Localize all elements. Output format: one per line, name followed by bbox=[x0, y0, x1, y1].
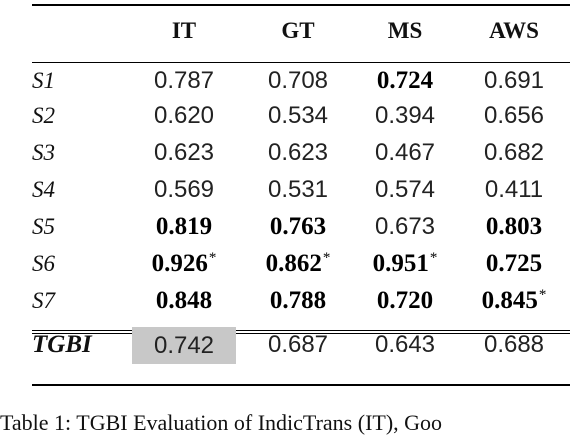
cell-value: 0.673 bbox=[374, 212, 436, 240]
significance-marker: * bbox=[208, 249, 217, 266]
cell-value: 0.620 bbox=[153, 101, 215, 129]
row-label: S2 bbox=[32, 102, 55, 128]
cell-value: 0.725 bbox=[485, 249, 543, 277]
cell-value: 0.951 bbox=[372, 249, 429, 277]
tgbi-cell-aws: 0.688 bbox=[483, 331, 545, 358]
cell-value: 0.394 bbox=[374, 101, 436, 129]
cell-value: 0.848 bbox=[155, 286, 213, 314]
table-row: S5 0.819 0.763 0.673 0.803 bbox=[32, 208, 570, 245]
header-row: IT GT MS AWS bbox=[32, 0, 570, 60]
cell-value: 0.574 bbox=[374, 175, 436, 203]
table-row: S3 0.623 0.623 0.467 0.682 bbox=[32, 134, 570, 171]
row-label: S1 bbox=[32, 67, 55, 93]
cell-aws: 0.682 bbox=[458, 134, 570, 171]
cell-gt: 0.708 bbox=[244, 60, 352, 97]
row-label: S4 bbox=[32, 176, 55, 202]
tgbi-label: TGBI bbox=[32, 331, 92, 358]
row-label: S3 bbox=[32, 139, 55, 165]
cell-value: 0.862 bbox=[265, 249, 322, 277]
cell-value: 0.803 bbox=[485, 212, 543, 240]
cell-value: 0.763 bbox=[269, 212, 327, 240]
cell-value: 0.534 bbox=[267, 101, 329, 129]
cell-gt: 0.788 bbox=[244, 282, 352, 319]
cell-value: 0.623 bbox=[153, 138, 215, 166]
cell-value: 0.788 bbox=[269, 286, 327, 314]
cell-value: 0.682 bbox=[483, 138, 545, 166]
cell-ms: 0.467 bbox=[352, 134, 458, 171]
header-cell-aws: AWS bbox=[489, 18, 539, 43]
cell-aws: 0.656 bbox=[458, 97, 570, 134]
cell-aws: 0.803 bbox=[458, 208, 570, 245]
cell-gt: 0.534 bbox=[244, 97, 352, 134]
cell-value: 0.411 bbox=[484, 175, 544, 203]
header-rule bbox=[32, 62, 570, 63]
table-row: S4 0.569 0.531 0.574 0.411 bbox=[32, 171, 570, 208]
highlighted-value: 0.742 bbox=[131, 326, 237, 364]
cell-value: 0.623 bbox=[267, 138, 329, 166]
cell-value: 0.787 bbox=[153, 66, 215, 94]
final-row-top-rule bbox=[32, 330, 570, 331]
header-cell-empty bbox=[32, 0, 124, 60]
cell-value: 0.569 bbox=[153, 175, 215, 203]
significance-marker: * bbox=[429, 249, 438, 266]
cell-aws: 0.845* bbox=[458, 282, 570, 319]
cell-ms: 0.394 bbox=[352, 97, 458, 134]
cell-it: 0.926* bbox=[124, 245, 244, 282]
cell-ms: 0.724 bbox=[352, 60, 458, 97]
tgbi-row: TGBI 0.742 0.687 0.643 0.688 bbox=[32, 319, 570, 371]
cell-value: 0.531 bbox=[267, 175, 329, 203]
cell-ms: 0.574 bbox=[352, 171, 458, 208]
cell-value: 0.926 bbox=[151, 249, 208, 277]
cell-value: 0.708 bbox=[267, 66, 329, 94]
row-label: S7 bbox=[32, 287, 55, 313]
cell-it: 0.569 bbox=[124, 171, 244, 208]
cell-value: 0.720 bbox=[376, 286, 434, 314]
bottom-rule bbox=[32, 384, 570, 386]
header-cell-it: IT bbox=[171, 18, 197, 43]
cell-it: 0.620 bbox=[124, 97, 244, 134]
significance-marker: * bbox=[322, 249, 331, 266]
cell-ms: 0.951* bbox=[352, 245, 458, 282]
tgbi-cell-ms: 0.643 bbox=[374, 331, 436, 358]
significance-marker: * bbox=[538, 286, 547, 303]
cell-value: 0.819 bbox=[155, 212, 213, 240]
cell-it: 0.819 bbox=[124, 208, 244, 245]
top-rule bbox=[32, 4, 570, 6]
cell-value: 0.724 bbox=[376, 66, 434, 94]
tgbi-cell-it: 0.742 bbox=[124, 319, 244, 371]
cell-value: 0.467 bbox=[374, 138, 436, 166]
header-cell-gt: GT bbox=[281, 18, 315, 43]
cell-value: 0.691 bbox=[483, 66, 545, 94]
cell-aws: 0.725 bbox=[458, 245, 570, 282]
table-row: S1 0.787 0.708 0.724 0.691 bbox=[32, 60, 570, 97]
table-row: S7 0.848 0.788 0.720 0.845* bbox=[32, 282, 570, 319]
table-row: S6 0.926* 0.862* 0.951* 0.725 bbox=[32, 245, 570, 282]
cell-aws: 0.691 bbox=[458, 60, 570, 97]
cell-aws: 0.411 bbox=[458, 171, 570, 208]
table-caption: Table 1: TGBI Evaluation of IndicTrans (… bbox=[0, 410, 443, 435]
cell-gt: 0.531 bbox=[244, 171, 352, 208]
cell-ms: 0.673 bbox=[352, 208, 458, 245]
cell-gt: 0.623 bbox=[244, 134, 352, 171]
cell-it: 0.623 bbox=[124, 134, 244, 171]
table-row: S2 0.620 0.534 0.394 0.656 bbox=[32, 97, 570, 134]
cell-value: 0.845 bbox=[481, 286, 538, 314]
row-label: S6 bbox=[32, 250, 55, 276]
table-body: S1 0.787 0.708 0.724 0.691 S2 0.620 0.534 0.394 0… bbox=[32, 60, 570, 319]
results-table: IT GT MS AWS S1 0.787 0.708 0.724 0.691 S2 0.6… bbox=[32, 0, 570, 371]
cell-gt: 0.763 bbox=[244, 208, 352, 245]
tgbi-cell-gt: 0.687 bbox=[267, 331, 329, 358]
cell-it: 0.787 bbox=[124, 60, 244, 97]
cell-gt: 0.862* bbox=[244, 245, 352, 282]
cell-ms: 0.720 bbox=[352, 282, 458, 319]
cell-it: 0.848 bbox=[124, 282, 244, 319]
header-cell-ms: MS bbox=[387, 18, 423, 43]
final-row-top-rule-2 bbox=[32, 333, 570, 334]
row-label: S5 bbox=[32, 213, 55, 239]
cell-value: 0.656 bbox=[483, 101, 545, 129]
